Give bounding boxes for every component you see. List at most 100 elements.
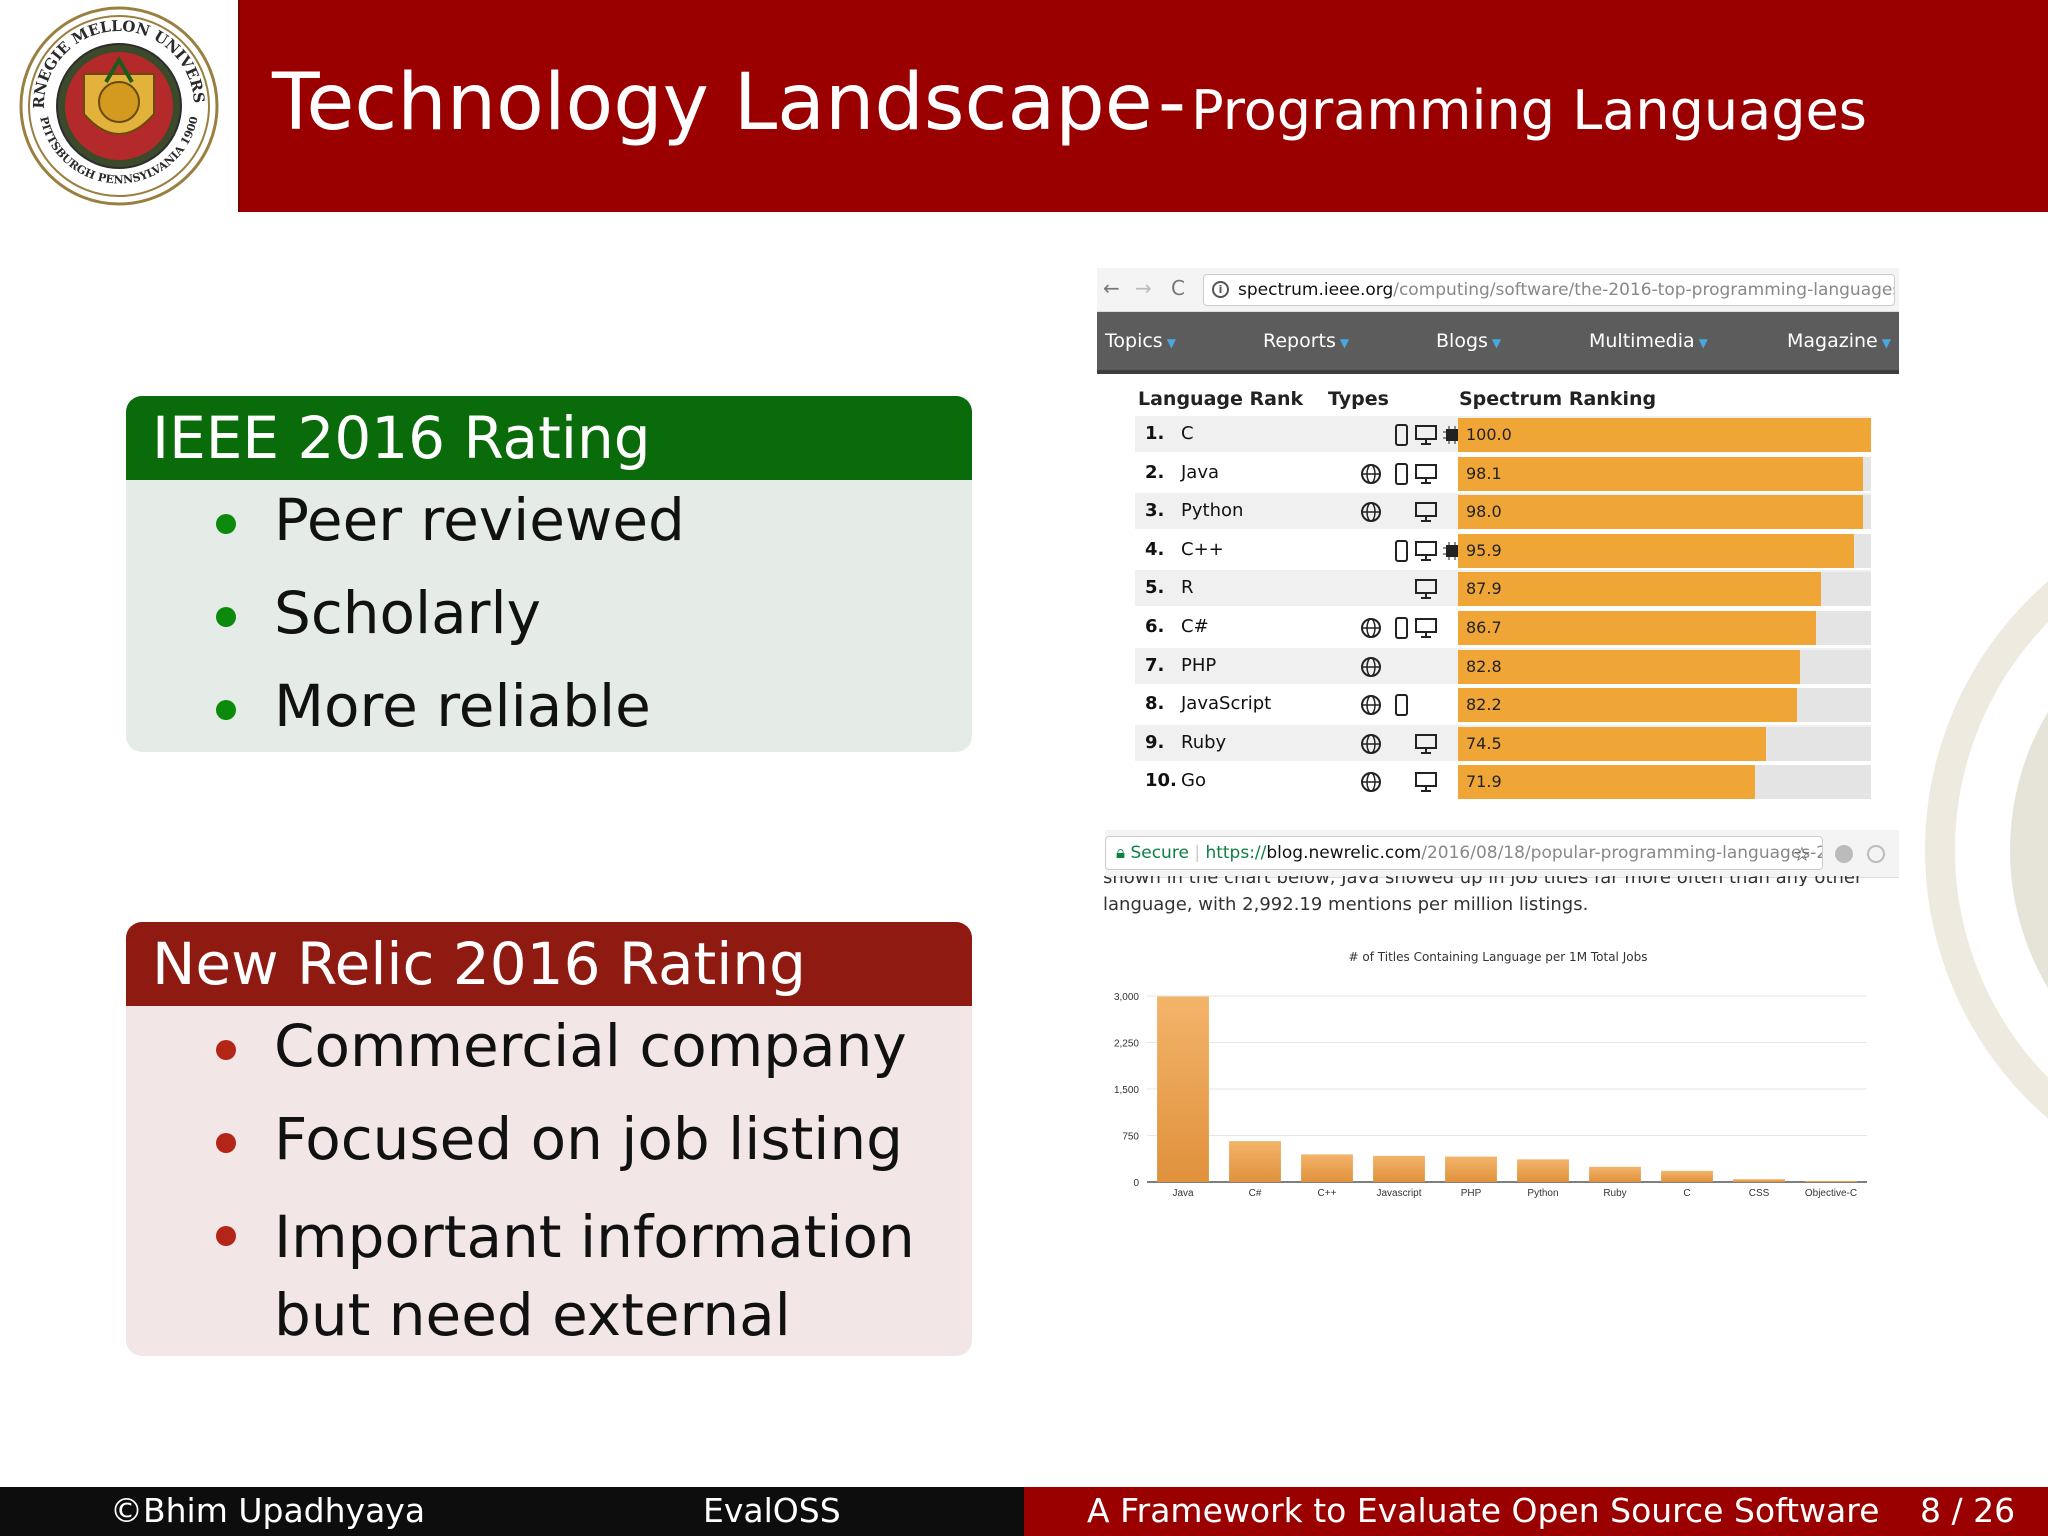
table-row[interactable]: 4. C++ 95.9: [1135, 532, 1871, 568]
ranking-value: 82.2: [1466, 695, 1502, 715]
desktop-icon: [1415, 618, 1437, 638]
footer-long-title: A Framework to Evaluate Open Source Soft…: [1087, 1491, 1880, 1530]
x-tick-label: Javascript: [1376, 1188, 1421, 1199]
desktop-icon: [1415, 463, 1437, 484]
bookmark-star-icon[interactable]: ☆: [1793, 842, 1811, 866]
ranking-bar: [1458, 649, 1800, 684]
ranking-value: 74.5: [1466, 733, 1502, 753]
footer-author: ©Bhim Upadhyaya: [110, 1491, 426, 1530]
rank-number: 9.: [1145, 731, 1165, 753]
address-bar[interactable]: 🔒︎ Secure | https://blog.newrelic.com/20…: [1105, 836, 1823, 870]
menu-item-magazine[interactable]: Magazine ▼: [1787, 330, 1891, 352]
title-subtitle: Programming Languages: [1191, 79, 1867, 142]
address-bar[interactable]: i spectrum.ieee.org/computing/software/t…: [1203, 274, 1895, 306]
university-seal-icon: CARNEGIE MELLON UNIVERSITY PITTSBURGH PE…: [14, 4, 219, 206]
desktop-icon: [1415, 425, 1437, 445]
desktop-icon: [1415, 502, 1437, 523]
table-row[interactable]: 9. Ruby 74.5: [1135, 724, 1871, 761]
x-tick-label: PHP: [1461, 1188, 1482, 1199]
menu-item-multimedia[interactable]: Multimedia ▼: [1589, 330, 1708, 352]
ranking-bar: [1458, 611, 1817, 645]
ranking-value: 87.9: [1466, 579, 1502, 599]
ranking-bar: [1458, 765, 1755, 800]
article-paragraph: language, with 2,992.19 mentions per mil…: [1103, 894, 1589, 915]
secure-label: Secure: [1130, 843, 1189, 863]
column-header-rank[interactable]: Language Rank: [1138, 388, 1304, 410]
page-number: 8 / 26: [1920, 1491, 2016, 1530]
menu-item-topics[interactable]: Topics ▼: [1105, 330, 1176, 352]
ranking-bar: [1458, 418, 1871, 452]
menu-item-blogs[interactable]: Blogs ▼: [1436, 330, 1502, 352]
ranking-value: 98.0: [1466, 502, 1502, 522]
table-row[interactable]: 3. Python 98.0: [1135, 493, 1871, 530]
chart-bar: [1733, 1179, 1785, 1182]
table-row[interactable]: 8. JavaScript 82.2: [1135, 686, 1871, 723]
y-tick-label: 3,000: [1114, 992, 1139, 1003]
ranking-value: 98.1: [1466, 463, 1502, 483]
table-row[interactable]: 1. C 100.0: [1135, 416, 1871, 452]
reload-icon[interactable]: C: [1171, 276, 1185, 300]
rank-number: 1.: [1145, 423, 1165, 444]
info-icon[interactable]: i: [1212, 281, 1229, 298]
back-icon[interactable]: ←: [1103, 276, 1120, 300]
bullet-list: Peer reviewed Scholarly More reliable: [126, 480, 972, 740]
footer-right: [1024, 1487, 2048, 1536]
desktop-icon: [1415, 540, 1437, 561]
ieee-rating-block: IEEE 2016 Rating Peer reviewed Scholarly…: [126, 396, 972, 752]
chart-bar: [1661, 1170, 1713, 1182]
jobs-bar-chart: 0 750 1,500 2,250 3,000 Java C# C++ Javascript PH…: [1114, 992, 1867, 1199]
block-title: IEEE 2016 Rating: [126, 396, 972, 480]
list-item: Focused on job listing: [126, 1105, 972, 1173]
chart-bar: [1229, 1141, 1281, 1182]
caret-down-icon: ▼: [1698, 336, 1708, 350]
rank-number: 3.: [1145, 500, 1165, 522]
x-tick-label: CSS: [1749, 1188, 1770, 1199]
table-row[interactable]: 2. Java 98.1: [1135, 455, 1871, 491]
forward-icon[interactable]: →: [1135, 276, 1152, 300]
column-header-ranking[interactable]: Spectrum Ranking: [1459, 388, 1657, 410]
ranking-value: 86.7: [1466, 618, 1502, 637]
chart-bar: [1301, 1154, 1353, 1182]
x-tick-label: C#: [1249, 1188, 1262, 1199]
menu-item-reports[interactable]: Reports ▼: [1263, 330, 1350, 352]
extension-icon[interactable]: [1835, 845, 1853, 863]
list-item: More reliable: [126, 672, 972, 740]
desktop-icon: [1415, 772, 1437, 793]
rank-number: 8.: [1145, 693, 1165, 715]
table-row[interactable]: 7. PHP 82.8: [1135, 647, 1871, 684]
language-name: R: [1181, 577, 1194, 599]
language-name: Ruby: [1181, 731, 1227, 753]
table-row[interactable]: 10. Go 71.9: [1135, 763, 1871, 800]
ranking-bar: [1458, 572, 1822, 607]
y-tick-label: 2,250: [1114, 1039, 1139, 1050]
x-tick-label: Java: [1172, 1188, 1194, 1199]
rank-number: 5.: [1145, 577, 1165, 599]
chart-bar: [1373, 1155, 1425, 1182]
caret-down-icon: ▼: [1491, 336, 1502, 350]
language-name: C#: [1181, 616, 1209, 637]
mobile-icon: [1395, 617, 1408, 639]
rank-number: 2.: [1145, 461, 1165, 483]
y-tick-label: 1,500: [1114, 1085, 1139, 1096]
mobile-icon: [1395, 462, 1408, 485]
caret-down-icon: ▼: [1339, 336, 1350, 350]
chart-bar: [1157, 996, 1209, 1182]
table-row[interactable]: 5. R 87.9: [1135, 570, 1871, 607]
bullet-icon: [216, 700, 236, 720]
block-title: New Relic 2016 Rating: [126, 922, 972, 1006]
chart-bar: [1589, 1166, 1641, 1182]
ranking-value: 95.9: [1466, 540, 1502, 560]
x-tick-label: Ruby: [1603, 1188, 1626, 1199]
language-name: C: [1181, 423, 1194, 444]
list-item: Commercial company: [126, 1012, 972, 1080]
list-item: Peer reviewed: [126, 486, 972, 554]
browser-toolbar: ← → C i spectrum.ieee.org/computing/soft…: [1097, 268, 1899, 312]
y-tick-label: 0: [1133, 1178, 1139, 1189]
ieee-spectrum-screenshot: ← → C i spectrum.ieee.org/computing/soft…: [1097, 268, 1899, 828]
column-header-types[interactable]: Types: [1328, 388, 1389, 410]
table-row[interactable]: 6. C# 86.7: [1135, 609, 1871, 645]
extension-icon[interactable]: [1867, 845, 1885, 863]
bullet-icon: [216, 1133, 236, 1153]
chart-bar: [1805, 1181, 1857, 1182]
language-name: Java: [1181, 461, 1220, 483]
